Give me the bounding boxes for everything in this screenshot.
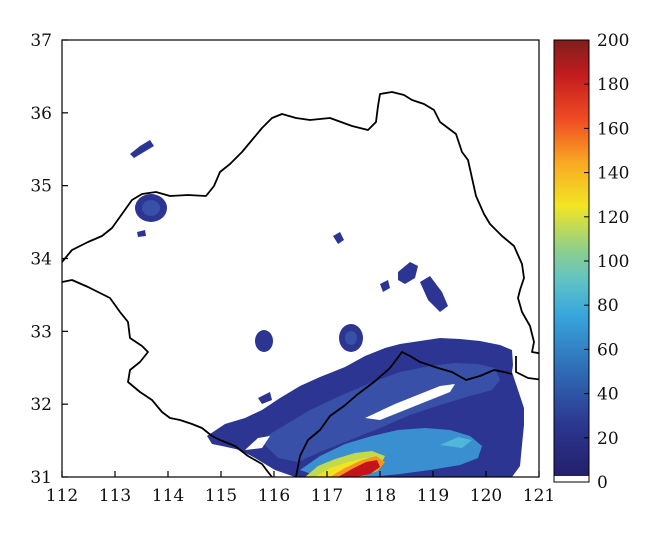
colorbar-tick-label: 200 [597, 31, 629, 51]
colorbar-tick-label: 0 [597, 473, 608, 493]
x-tick-label: 120 [470, 486, 502, 506]
y-tick-label: 35 [30, 177, 52, 197]
colorbar-tick-label: 60 [597, 340, 619, 360]
rain-cell [398, 262, 418, 284]
colorbar-tick-label: 160 [597, 119, 629, 139]
rain-cell [345, 331, 357, 345]
y-tick-label: 33 [30, 322, 52, 342]
rain-cell [137, 230, 146, 237]
x-tick-label: 119 [417, 486, 449, 506]
y-tick-label: 34 [30, 250, 52, 270]
west-boundary [62, 279, 273, 477]
outer-boundary [62, 91, 539, 355]
x-tick-label: 116 [258, 486, 290, 506]
colorbar-zero-band [554, 476, 589, 482]
rain-cell [255, 330, 273, 352]
rain-cell [142, 200, 160, 216]
colorbar-tick-label: 120 [597, 208, 629, 228]
colorbar-gradient [554, 40, 589, 476]
x-tick-label: 117 [311, 486, 343, 506]
internal-boundary [295, 351, 513, 477]
rain-cell [130, 140, 154, 158]
rain-core-cyan [440, 437, 472, 448]
rain-gap [245, 436, 270, 450]
rain-cell [380, 280, 390, 292]
rain-cell [258, 392, 272, 404]
rain-cell [420, 276, 448, 312]
x-tick-label: 115 [205, 486, 237, 506]
colorbar-tick-label: 40 [597, 385, 619, 405]
colorbar-tick-label: 180 [597, 75, 629, 95]
rain-gap [365, 384, 455, 420]
y-axis: 31 32 33 34 35 36 37 [30, 31, 68, 488]
x-tick-label: 113 [99, 486, 131, 506]
x-axis: 112 113 114 115 116 117 118 119 120 121 [46, 471, 555, 506]
y-tick-label: 32 [30, 395, 52, 415]
x-tick-label: 112 [46, 486, 78, 506]
rain-cell [333, 232, 344, 244]
colorbar-tick-label: 20 [597, 429, 619, 449]
precipitation-field [130, 140, 524, 477]
x-tick-label: 114 [152, 486, 184, 506]
colorbar-tick-label: 140 [597, 164, 629, 184]
y-tick-label: 37 [30, 31, 52, 51]
colorbar: 0 20 40 60 80 100 120 140 160 180 200 [553, 31, 629, 493]
southeast-boundary [515, 356, 539, 381]
colorbar-tick-label: 100 [597, 252, 629, 272]
x-tick-label: 118 [364, 486, 396, 506]
colorbar-ticks: 0 20 40 60 80 100 120 140 160 180 200 [584, 31, 629, 493]
rain-core-red [338, 460, 380, 477]
province-boundaries [62, 91, 539, 477]
colorbar-tick-label: 80 [597, 296, 619, 316]
y-tick-label: 31 [30, 468, 52, 488]
y-tick-label: 36 [30, 104, 52, 124]
x-tick-label: 121 [523, 486, 555, 506]
